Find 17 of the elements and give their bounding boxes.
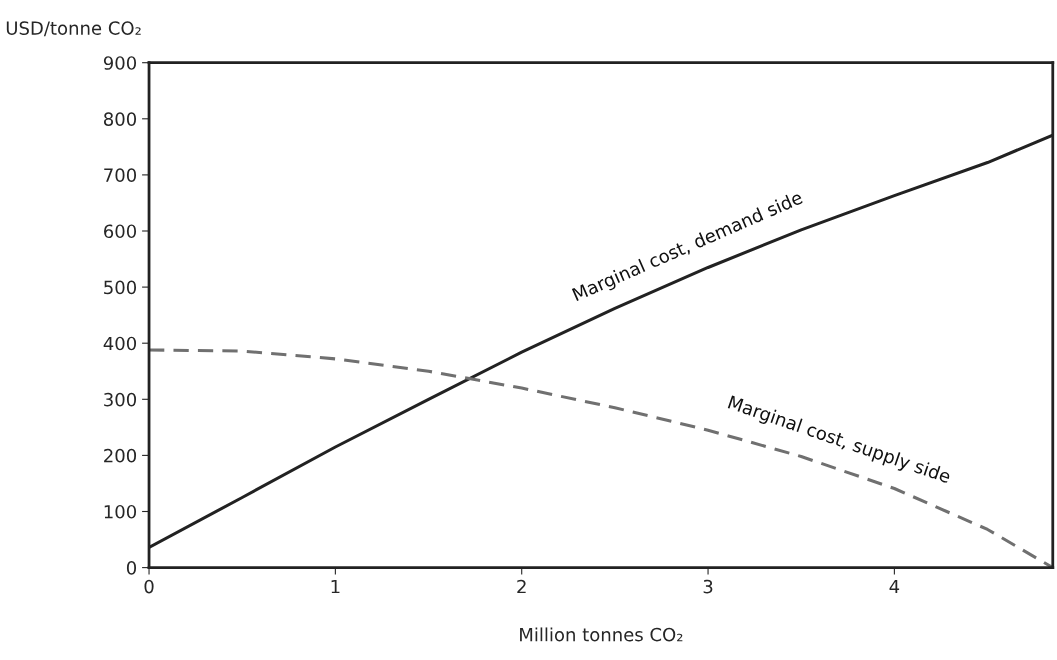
y-tick-label: 100: [104, 504, 137, 519]
y-tick-label: 600: [104, 224, 137, 239]
y-tick-label: 500: [104, 280, 137, 295]
x-tick-label: 4: [889, 579, 900, 594]
x-tick-label: 2: [517, 579, 526, 594]
y-tick-label: 200: [104, 448, 137, 463]
x-tick-label: 3: [703, 579, 713, 594]
x-tick-label: 1: [331, 579, 340, 594]
x-axis-title: Million tonnes CO₂: [520, 627, 683, 642]
y-tick-label: 800: [103, 112, 137, 126]
x-tick-label: 0: [144, 579, 154, 594]
y-tick-label: 0: [126, 561, 137, 575]
y-axis-title: USD/tonne CO₂: [6, 21, 141, 37]
y-tick-label: 900: [103, 56, 137, 70]
y-tick-label: 700: [104, 168, 137, 183]
y-tick-label: 400: [103, 336, 137, 351]
y-tick-label: 300: [104, 392, 137, 407]
